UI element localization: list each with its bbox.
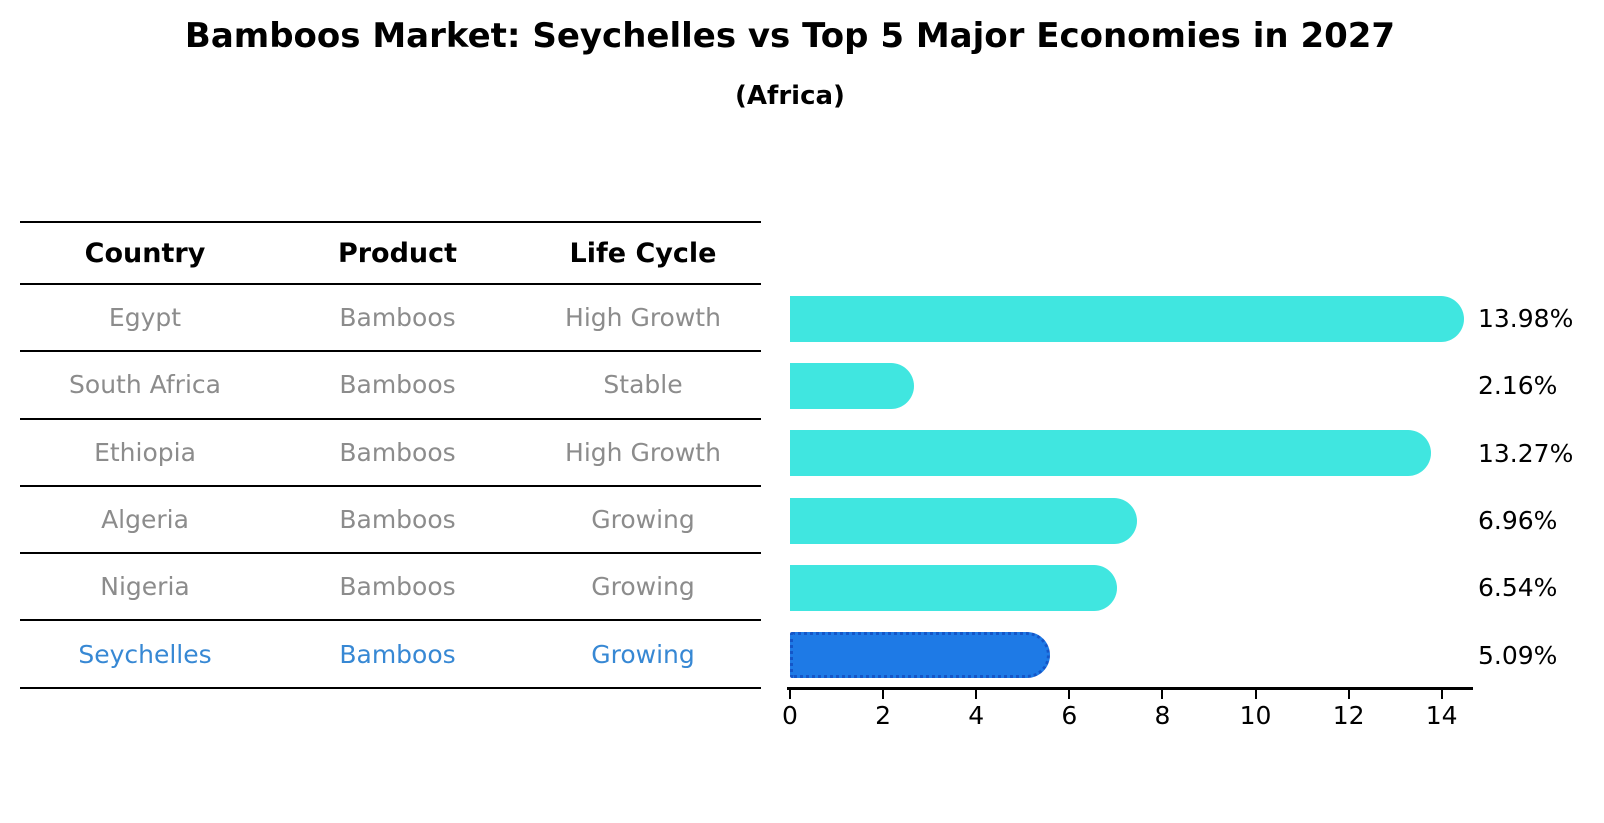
x-tick-mark [1347,690,1350,699]
x-tick-mark [1161,690,1164,699]
table-row-seychelles: Seychelles Bamboos Growing [20,621,761,689]
x-tick-label: 6 [1061,701,1078,730]
country-table: Country Product Life Cycle Egypt Bamboos… [20,221,761,689]
bar-row-algeria: 6.96% [790,487,1604,554]
x-tick-label: 14 [1425,701,1458,730]
bar-row-ethiopia: 13.27% [790,420,1604,487]
bar-row-south-africa: 2.16% [790,352,1604,419]
bar-value-south-africa: 2.16% [1478,371,1558,401]
bar-row-nigeria: 6.54% [790,554,1604,621]
cell-country: Seychelles [78,639,212,669]
x-tick-label: 10 [1239,701,1272,730]
cell-country: Algeria [101,505,189,535]
bar-value-ethiopia: 13.27% [1478,438,1574,468]
x-tick-mark [882,690,885,699]
cell-lifecycle: Growing [591,505,695,535]
cell-lifecycle: Growing [591,639,695,669]
x-axis-line [787,687,1473,690]
x-tick-label: 4 [968,701,985,730]
cell-lifecycle: Growing [591,572,695,602]
cell-country: South Africa [69,370,221,400]
table-row-ethiopia: Ethiopia Bamboos High Growth [20,420,761,487]
x-tick-mark [789,690,791,699]
cell-lifecycle: Stable [603,370,683,400]
bar-value-seychelles: 5.09% [1478,640,1558,670]
x-tick-label: 8 [1154,701,1171,730]
cell-product: Bamboos [339,572,456,602]
chart-title: Bamboos Market: Seychelles vs Top 5 Majo… [184,16,1396,56]
cell-country: Nigeria [100,572,190,602]
bar-chart: 13.98% 2.16% 13.27% 6.96% 6.54% 5.09% [790,285,1604,689]
cell-product: Bamboos [339,370,456,400]
cell-lifecycle: High Growth [565,303,721,333]
x-tick-mark [1254,690,1257,699]
cell-product: Bamboos [339,639,456,669]
bar-south-africa [790,362,914,409]
bar-algeria [790,497,1137,544]
x-tick-label: 12 [1332,701,1365,730]
bar-value-algeria: 6.96% [1478,506,1558,536]
bar-nigeria [790,564,1118,611]
table-row-egypt: Egypt Bamboos High Growth [20,285,761,353]
chart-subtitle: (Africa) [735,81,845,111]
x-tick-mark [1068,690,1071,699]
table-header-country: Country [84,237,206,269]
table-header-lifecycle: Life Cycle [569,237,717,269]
x-tick-label: 2 [875,701,892,730]
bar-value-egypt: 13.98% [1478,304,1574,334]
cell-product: Bamboos [339,437,456,467]
bar-value-nigeria: 6.54% [1478,573,1558,603]
table-header-product: Product [337,237,458,269]
bar-seychelles [790,632,1050,679]
table-row-algeria: Algeria Bamboos Growing [20,487,761,555]
bar-row-egypt: 13.98% [790,285,1604,352]
table-row-nigeria: Nigeria Bamboos Growing [20,554,761,622]
cell-country: Egypt [108,303,182,333]
x-tick-mark [975,690,978,699]
table-header-row: Country Product Life Cycle [20,221,761,285]
bar-ethiopia [790,430,1431,477]
bar-egypt [790,295,1464,342]
cell-product: Bamboos [339,303,456,333]
cell-country: Ethiopia [94,437,196,467]
x-tick-mark [1440,690,1443,699]
bar-row-seychelles: 5.09% [790,622,1604,689]
cell-lifecycle: High Growth [565,437,721,467]
table-row-south-africa: South Africa Bamboos Stable [20,352,761,420]
x-tick-label: 0 [782,701,798,730]
cell-product: Bamboos [339,505,456,535]
